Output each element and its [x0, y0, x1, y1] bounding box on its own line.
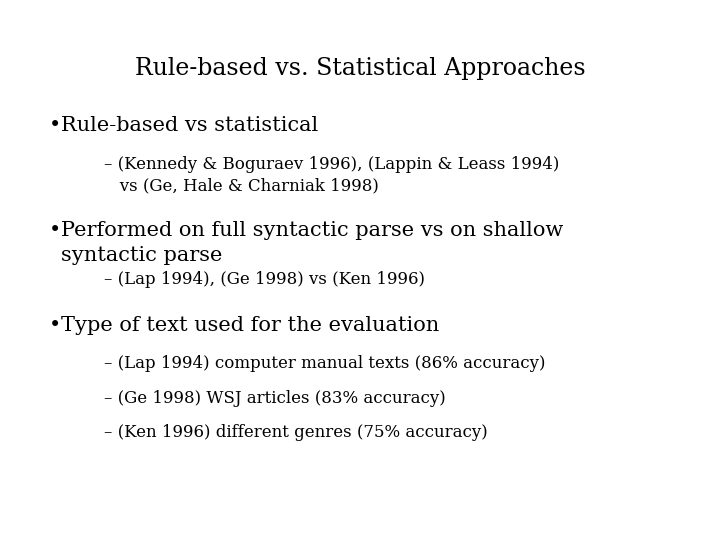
Text: •: •: [49, 316, 61, 335]
Text: – (Ken 1996) different genres (75% accuracy): – (Ken 1996) different genres (75% accur…: [104, 424, 488, 441]
Text: Rule-based vs. Statistical Approaches: Rule-based vs. Statistical Approaches: [135, 57, 585, 80]
Text: •: •: [49, 116, 61, 135]
Text: •: •: [49, 221, 61, 240]
Text: – (Kennedy & Boguraev 1996), (Lappin & Leass 1994)
   vs (Ge, Hale & Charniak 19: – (Kennedy & Boguraev 1996), (Lappin & L…: [104, 156, 559, 195]
Text: – (Lap 1994), (Ge 1998) vs (Ken 1996): – (Lap 1994), (Ge 1998) vs (Ken 1996): [104, 271, 426, 288]
Text: Type of text used for the evaluation: Type of text used for the evaluation: [61, 316, 439, 335]
Text: – (Lap 1994) computer manual texts (86% accuracy): – (Lap 1994) computer manual texts (86% …: [104, 355, 546, 372]
Text: – (Ge 1998) WSJ articles (83% accuracy): – (Ge 1998) WSJ articles (83% accuracy): [104, 390, 446, 407]
Text: Rule-based vs statistical: Rule-based vs statistical: [61, 116, 318, 135]
Text: Performed on full syntactic parse vs on shallow
syntactic parse: Performed on full syntactic parse vs on …: [61, 221, 564, 265]
